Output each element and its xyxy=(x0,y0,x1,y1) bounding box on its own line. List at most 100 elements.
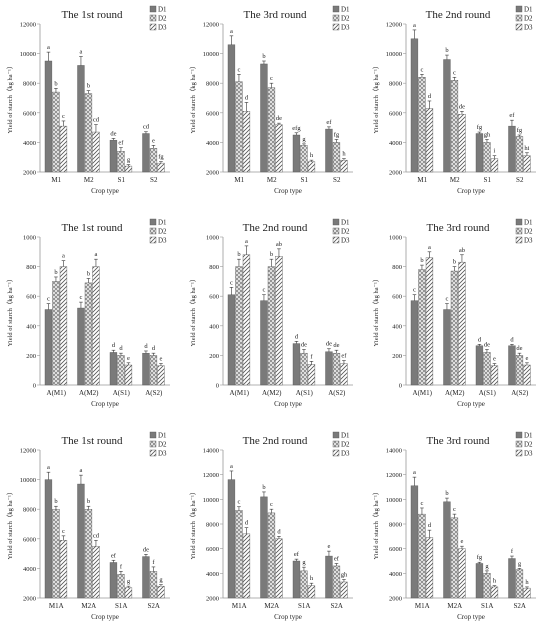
bar xyxy=(44,60,53,173)
chart-title: The 1st round xyxy=(61,222,123,234)
bar xyxy=(260,496,268,599)
bar xyxy=(44,479,53,599)
significance-letter: a xyxy=(62,253,65,260)
significance-letter: de xyxy=(484,341,490,348)
bar xyxy=(418,269,426,386)
significance-letter: c xyxy=(421,500,424,507)
y-tick-label: 800 xyxy=(392,264,402,271)
bar xyxy=(52,91,60,173)
x-tick-label: M1 xyxy=(234,176,244,184)
y-tick-label: 800 xyxy=(26,264,36,271)
bar xyxy=(149,148,158,173)
bar xyxy=(425,257,434,386)
significance-letter: de xyxy=(276,115,282,122)
bar xyxy=(292,560,301,599)
bar xyxy=(458,261,466,386)
legend-label: D1 xyxy=(341,432,350,440)
bar xyxy=(260,300,268,386)
significance-letter: gh xyxy=(484,131,491,138)
significance-letter: g xyxy=(485,563,489,570)
y-tick-label: 4000 xyxy=(23,566,36,573)
significance-letter: de xyxy=(143,546,149,553)
bar xyxy=(475,563,484,599)
x-tick-label: S2A xyxy=(148,602,160,610)
significance-letter: b xyxy=(237,251,240,258)
chart-panel-2: The 3rd round 2000 4000 6000 8000 10000 12000 Y… xyxy=(189,6,353,195)
y-tick-label: 6000 xyxy=(206,546,219,553)
x-tick-label: S1 xyxy=(484,176,492,184)
bar xyxy=(300,570,308,599)
significance-letter: ef xyxy=(111,552,117,559)
y-tick-label: 4000 xyxy=(389,140,402,147)
bar xyxy=(157,365,165,386)
y-tick-label: 4000 xyxy=(23,140,36,147)
legend-label: D3 xyxy=(158,450,167,458)
bar xyxy=(92,266,100,386)
significance-letter: h xyxy=(310,575,314,582)
significance-letter: fg xyxy=(517,127,523,134)
x-axis-label: Crop type xyxy=(91,187,119,195)
x-tick-label: A(M1) xyxy=(47,389,67,397)
significance-letter: g xyxy=(302,559,306,566)
significance-letter: d xyxy=(295,333,299,340)
bar xyxy=(59,540,68,599)
bar xyxy=(292,343,301,386)
bar xyxy=(325,351,333,386)
bar xyxy=(59,125,68,173)
bar xyxy=(515,569,524,599)
bar xyxy=(483,352,491,386)
significance-letter: efg xyxy=(292,125,301,132)
bar xyxy=(52,508,60,599)
significance-letter: c xyxy=(270,75,273,82)
y-tick-label: 1000 xyxy=(23,235,36,242)
y-tick-label: 12000 xyxy=(386,472,402,479)
significance-letter: c xyxy=(446,296,449,303)
y-tick-label: 8000 xyxy=(389,522,402,529)
x-axis-label: Crop type xyxy=(274,400,302,408)
bar xyxy=(157,162,165,173)
x-tick-label: M2 xyxy=(267,176,277,184)
legend-label: D3 xyxy=(158,24,167,32)
significance-letter: g xyxy=(127,578,131,585)
significance-letter: d xyxy=(428,93,432,100)
significance-letter: e xyxy=(328,543,331,550)
significance-letter: cd xyxy=(93,532,100,539)
x-axis-label: Crop type xyxy=(457,187,485,195)
y-tick-label: 14000 xyxy=(386,448,402,455)
significance-letter: de xyxy=(516,345,522,352)
significance-letter: f xyxy=(120,563,123,570)
bar xyxy=(307,585,316,599)
y-tick-label: 1000 xyxy=(206,235,219,242)
significance-letter: d xyxy=(144,343,148,350)
x-tick-label: S2 xyxy=(150,176,158,184)
chart-panel-6: The 3rd round 0 200 400 600 800 1000 Yield of s… xyxy=(372,219,536,408)
x-tick-label: A(M1) xyxy=(230,389,250,397)
legend-label: D2 xyxy=(524,15,533,23)
significance-letter: de xyxy=(459,103,465,110)
y-axis-label: Yield of starch（kg ha⁻¹） xyxy=(6,276,14,347)
bar xyxy=(515,355,524,386)
y-tick-label: 10000 xyxy=(203,51,219,58)
bar xyxy=(490,158,499,173)
y-tick-label: 12000 xyxy=(20,448,36,455)
y-tick-label: 6000 xyxy=(389,110,402,117)
significance-letter: c xyxy=(62,528,65,535)
legend-swatch xyxy=(149,23,157,31)
chart-title: The 2nd round xyxy=(426,9,491,21)
significance-letter: e xyxy=(526,355,529,362)
bar xyxy=(483,142,491,173)
significance-letter: h xyxy=(310,152,314,159)
bar xyxy=(340,363,348,386)
x-tick-label: A(S2) xyxy=(145,389,163,397)
legend-label: D2 xyxy=(158,15,167,23)
significance-letter: d xyxy=(277,528,281,535)
x-tick-label: S1 xyxy=(118,176,126,184)
bar xyxy=(109,352,118,386)
chart-panel-5: The 2nd round 0 200 400 600 800 1000 Yield of s… xyxy=(189,219,353,408)
bar xyxy=(84,508,93,599)
significance-letter: ef xyxy=(118,140,124,147)
bar xyxy=(267,512,276,599)
